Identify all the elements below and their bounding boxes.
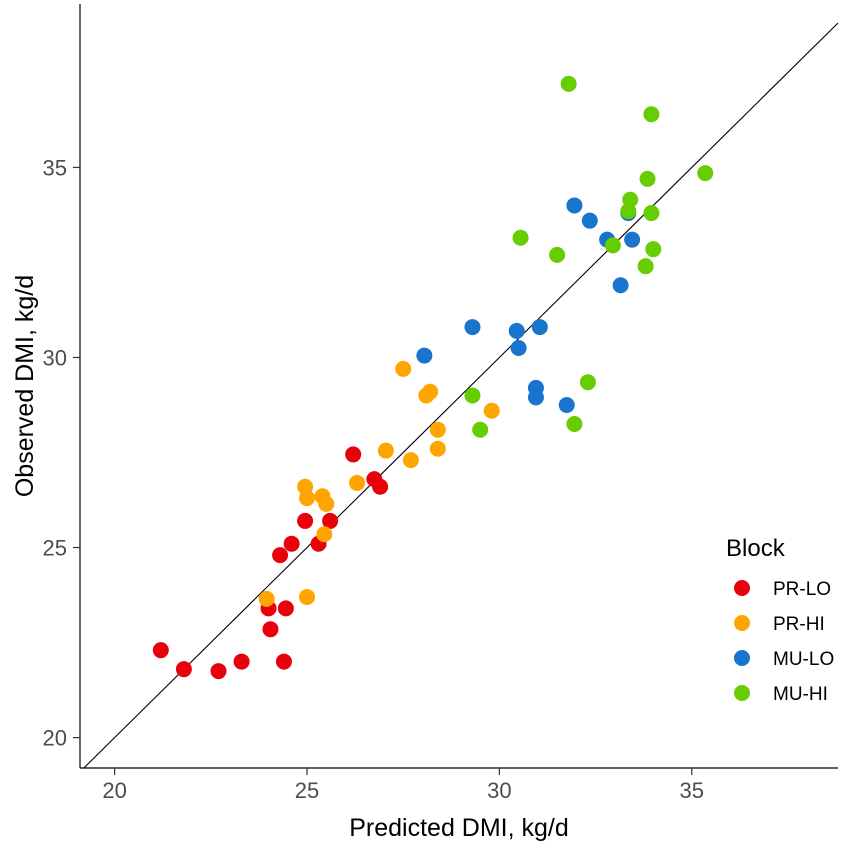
point-mu-hi	[512, 229, 529, 246]
x-axis-ticks: 20 25 30 35	[102, 768, 704, 803]
point-pr-hi	[316, 526, 333, 543]
y-tick-label: 35	[43, 155, 67, 180]
point-pr-lo	[275, 653, 292, 670]
point-pr-lo	[233, 653, 250, 670]
point-pr-lo	[277, 600, 294, 617]
point-mu-lo	[531, 319, 548, 336]
point-pr-hi	[429, 421, 446, 438]
x-tick-label: 25	[295, 778, 319, 803]
legend-label-pr-lo: PR-LO	[773, 579, 831, 600]
point-mu-hi	[697, 165, 714, 182]
point-pr-lo	[272, 547, 289, 564]
point-mu-lo	[508, 322, 525, 339]
point-mu-hi	[566, 416, 583, 433]
point-mu-hi	[645, 241, 662, 258]
data-points	[152, 75, 714, 680]
y-tick-label: 20	[43, 726, 67, 751]
x-tick-label: 30	[487, 778, 511, 803]
point-mu-hi	[643, 106, 660, 123]
point-pr-hi	[299, 490, 316, 507]
legend-key-pr-hi	[734, 615, 750, 631]
y-tick-label: 30	[43, 345, 67, 370]
point-pr-hi	[395, 360, 412, 377]
point-pr-hi	[299, 588, 316, 605]
point-mu-lo	[581, 212, 598, 229]
point-mu-lo	[612, 277, 629, 294]
legend-label-mu-lo: MU-LO	[773, 649, 834, 670]
y-tick-label: 25	[43, 536, 67, 561]
x-tick-label: 35	[680, 778, 704, 803]
x-tick-label: 20	[102, 778, 126, 803]
point-pr-lo	[175, 661, 192, 678]
point-mu-hi	[643, 205, 660, 222]
legend-label-pr-hi: PR-HI	[773, 614, 825, 635]
point-mu-hi	[579, 374, 596, 391]
point-pr-hi	[318, 495, 335, 512]
point-pr-hi	[422, 383, 439, 400]
point-pr-hi	[402, 452, 419, 469]
point-mu-hi	[604, 237, 621, 254]
legend-key-mu-hi	[734, 685, 750, 701]
legend: Block PR-LO PR-HI MU-LO MU-HI	[726, 535, 834, 705]
point-mu-lo	[510, 339, 527, 356]
point-pr-lo	[210, 663, 227, 680]
identity-reference-line	[83, 22, 839, 769]
point-mu-lo	[464, 319, 481, 336]
point-mu-hi	[549, 246, 566, 263]
point-pr-lo	[322, 512, 339, 529]
point-mu-hi	[472, 421, 489, 438]
point-mu-lo	[416, 347, 433, 364]
y-axis-ticks: 20 25 30 35	[43, 155, 80, 751]
point-mu-hi	[620, 203, 637, 220]
legend-key-mu-lo	[734, 650, 750, 666]
point-pr-hi	[349, 474, 366, 491]
point-pr-hi	[483, 402, 500, 419]
point-mu-hi	[464, 387, 481, 404]
point-pr-lo	[152, 642, 169, 659]
point-mu-lo	[558, 397, 575, 414]
legend-title: Block	[726, 535, 786, 562]
point-pr-lo	[345, 446, 362, 463]
x-axis-title: Predicted DMI, kg/d	[349, 814, 569, 842]
point-pr-lo	[372, 478, 389, 495]
point-pr-hi	[377, 442, 394, 459]
point-mu-hi	[637, 258, 654, 275]
point-pr-lo	[297, 512, 314, 529]
point-mu-hi	[639, 170, 656, 187]
point-pr-hi	[429, 440, 446, 457]
point-mu-lo	[624, 231, 641, 248]
point-mu-hi	[560, 75, 577, 92]
legend-label-mu-hi: MU-HI	[773, 684, 828, 705]
legend-key-pr-lo	[734, 580, 750, 596]
y-axis-title: Observed DMI, kg/d	[11, 275, 39, 497]
point-pr-lo	[283, 535, 300, 552]
point-mu-lo	[566, 197, 583, 214]
point-pr-hi	[258, 590, 275, 607]
point-mu-lo	[527, 389, 544, 406]
point-pr-lo	[262, 621, 279, 638]
